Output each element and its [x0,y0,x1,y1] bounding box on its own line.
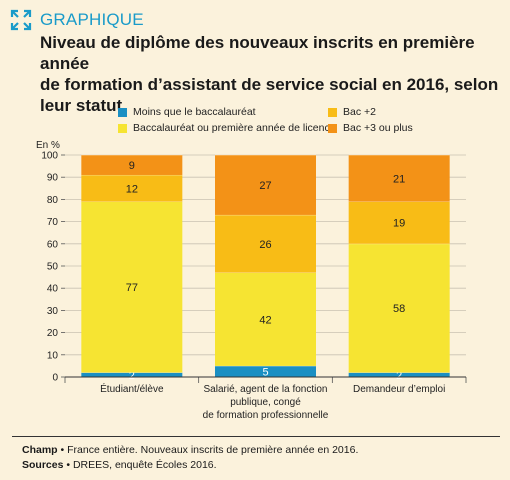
unit-label: En % [36,140,60,151]
champ-note: Champ • France entière. Nouveaux inscrit… [22,444,359,456]
stacked-bar-chart: En % 0 10 20 30 40 50 60 70 80 90 100 2 77 12 9 Étudiant… [36,140,467,421]
data-label: 9 [129,160,135,172]
chart-title: Niveau de diplôme des nouveaux inscrits … [40,32,500,116]
legend-item-moins-bac: Moins que le baccalauréat [118,106,256,118]
data-label: 12 [126,183,138,195]
x-tick-label: Étudiant/élève [100,382,164,395]
bar-segment [81,372,183,377]
legend-label: Baccalauréat ou première année de licenc… [133,122,336,134]
x-tick-label: Salarié, agent de la fonction [204,384,328,395]
bar-segment [348,372,450,377]
data-label: 2 [129,370,135,382]
legend-item-bac2: Bac +2 [328,106,376,118]
chart-title-line: de formation d’assistant de service soci… [40,75,499,94]
legend-swatch [328,107,337,117]
legend-item-bac3: Bac +3 ou plus [328,122,413,134]
y-tick-label: 20 [47,328,59,339]
y-tick-label: 80 [47,195,59,206]
data-label: 42 [259,314,271,326]
expand-icon[interactable] [10,9,32,31]
bar-segment [348,201,450,244]
x-tick-label: de formation professionnelle [203,410,329,421]
data-label: 77 [126,282,138,294]
legend-label: Bac +3 ou plus [343,122,413,134]
y-tick-label: 90 [47,173,59,184]
bar-segment [348,155,450,202]
data-label: 5 [262,366,268,378]
data-label: 26 [259,239,271,251]
bar-segment [215,365,316,377]
bar-segment [348,243,450,373]
legend-swatch [328,123,337,133]
bar-segment [81,155,183,175]
footer: Champ • France entière. Nouveaux inscrit… [22,443,358,473]
y-tick-label: 70 [47,217,59,228]
bar-segment [215,155,316,215]
y-tick-label: 40 [47,284,59,295]
legend-label: Bac +2 [343,106,376,118]
chart-title-line: leur statut [40,96,123,115]
y-tick-label: 60 [47,239,59,250]
data-label: 58 [393,303,405,315]
bar-segment [215,214,316,273]
data-label: 2 [396,370,402,382]
bar-segment [81,201,183,373]
legend-item-bac: Baccalauréat ou première année de licenc… [118,122,336,134]
legend-swatch [118,123,127,133]
data-label: 27 [259,180,271,192]
footer-divider [12,436,500,437]
header: GRAPHIQUE [10,8,500,32]
x-tick-label: publique, congé [230,397,301,408]
legend-label: Moins que le baccalauréat [133,106,256,118]
chart-title-line: Niveau de diplôme des nouveaux inscrits … [40,33,475,73]
y-tick-label: 30 [47,306,59,317]
bar-segment [215,272,316,366]
x-tick-label: Demandeur d’emploi [353,384,445,395]
y-tick-label: 10 [47,350,59,361]
legend-swatch [118,107,127,117]
y-tick-label: 0 [52,373,58,384]
sources-note: Sources • DREES, enquête Écoles 2016. [22,459,217,471]
data-label: 21 [393,173,405,185]
y-tick-label: 50 [47,262,59,273]
y-tick-label: 100 [41,151,58,162]
data-label: 19 [393,218,405,230]
bar-segment [81,174,183,202]
section-tag: GRAPHIQUE [40,10,144,29]
